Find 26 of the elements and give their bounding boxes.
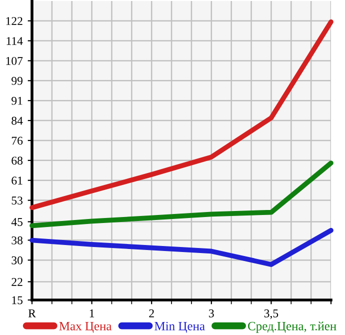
y-tick-label: 15 <box>12 296 23 304</box>
y-tick-label: 45 <box>11 218 23 226</box>
y-tick-label: 91 <box>12 96 22 105</box>
y-tick-label: 38 <box>12 236 23 244</box>
y-tick-label: 84 <box>12 116 23 125</box>
legend-label: Min Цена <box>154 322 205 333</box>
y-tick-label: 114 <box>6 37 23 45</box>
x-tick-label: R <box>28 309 36 318</box>
x-tick-label: 3,5 <box>264 309 278 320</box>
legend-label: Max Цена <box>59 322 112 333</box>
y-tick-label: 99 <box>12 76 22 85</box>
line-series <box>30 160 334 228</box>
x-tick-label: 3 <box>209 309 214 318</box>
y-tick-label: 61 <box>12 176 22 185</box>
legend-label: Сред.Цена, т.йен <box>248 322 336 333</box>
y-tick-label: 68 <box>12 156 23 165</box>
y-tick-label: 122 <box>6 17 22 25</box>
line-series <box>30 19 334 210</box>
line-series <box>30 228 334 267</box>
x-tick-label: 1 <box>90 309 94 318</box>
x-tick-label: 2 <box>149 309 154 318</box>
y-tick-label: 107 <box>6 56 23 65</box>
y-tick-label: 53 <box>12 196 23 205</box>
y-tick-label: 22 <box>12 278 22 286</box>
y-tick-label: 30 <box>12 256 23 264</box>
y-tick-label: 76 <box>12 136 23 145</box>
